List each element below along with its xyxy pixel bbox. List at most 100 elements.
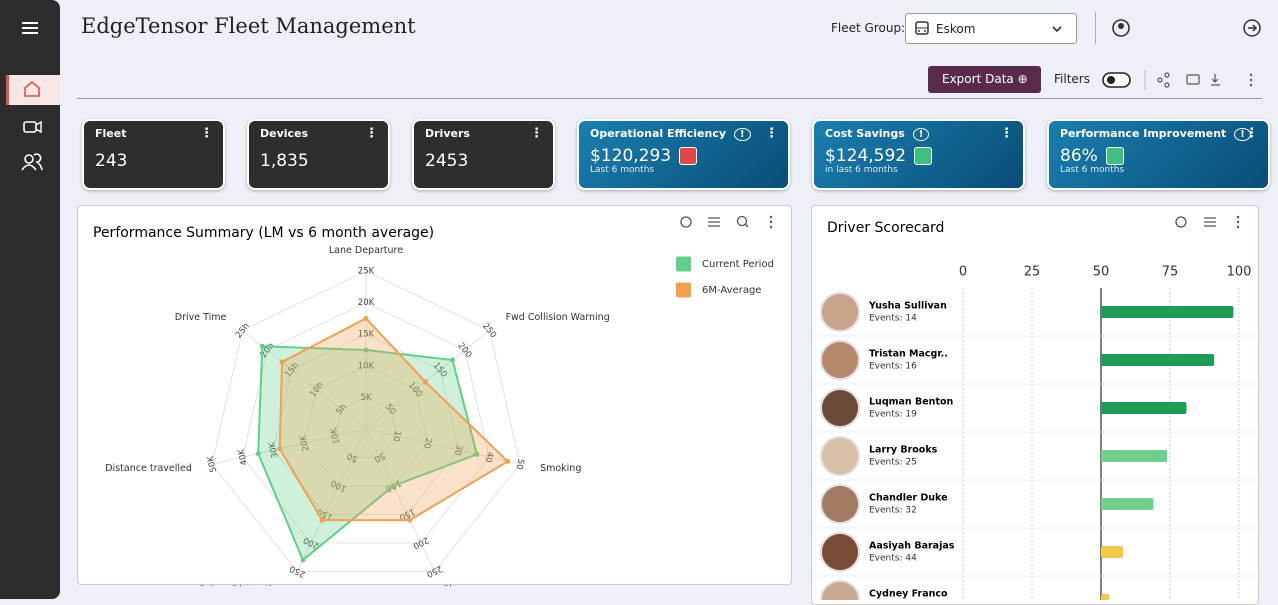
driver-name: Chandler Duke bbox=[869, 493, 948, 504]
radar-point bbox=[449, 357, 455, 363]
kpi-title: Cost Savings! bbox=[825, 127, 1012, 141]
legend-swatch bbox=[676, 256, 691, 272]
kpi-value-row: 243 bbox=[95, 151, 212, 171]
bar bbox=[1101, 546, 1124, 558]
radar-point bbox=[300, 557, 306, 563]
kpi-value-row: 2453 bbox=[425, 151, 542, 171]
chart-title: Driver Scorecard bbox=[827, 220, 944, 236]
nav-devices[interactable] bbox=[23, 121, 37, 133]
bar bbox=[1101, 306, 1234, 318]
axis-tick-label: 250 bbox=[288, 563, 307, 579]
kpi-title-text: Cost Savings bbox=[825, 127, 905, 140]
kpi-menu[interactable]: ⋮ bbox=[530, 126, 543, 141]
fleet-group-value: Eskom bbox=[936, 22, 976, 36]
toolbar bbox=[1102, 70, 1253, 90]
axis-tick-label: 50 bbox=[513, 458, 525, 471]
kpi-card: Cost Savings! ⋮ $124,592 in last 6 months bbox=[812, 119, 1025, 190]
radar-chart: Performance Summary (LM vs 6 month avera… bbox=[93, 215, 774, 595]
axis-tick-label: 50 bbox=[345, 450, 359, 464]
axis-tick-label: 10 bbox=[390, 430, 402, 443]
filters-label: Filters bbox=[1054, 72, 1090, 86]
kpi-menu[interactable]: ⋮ bbox=[365, 126, 378, 141]
kpi-title: Fleet bbox=[95, 127, 212, 140]
scorecard-panel: Driver Scorecard 0 25 50 75 100 Yusha Sulliva… bbox=[811, 205, 1260, 605]
legend-label: Current Period bbox=[702, 259, 774, 270]
driver-avatar bbox=[820, 436, 860, 476]
list-icon[interactable] bbox=[708, 217, 720, 227]
zoom-icon[interactable] bbox=[736, 215, 748, 227]
axis-name: Fwd Collision Warning bbox=[506, 312, 610, 323]
kpi-title-text: Performance Improvement bbox=[1060, 127, 1227, 140]
driver-avatar bbox=[820, 580, 860, 605]
axis-name: Distance travelled bbox=[105, 463, 192, 474]
kpi-title: Drivers bbox=[425, 127, 542, 140]
grid-ring bbox=[303, 365, 429, 487]
radar-point bbox=[279, 359, 285, 365]
driver-name: Tristan Macgr.. bbox=[869, 349, 948, 360]
axis-tick-label: 40K bbox=[236, 447, 249, 466]
trend-badge bbox=[914, 147, 933, 165]
radar-point bbox=[363, 347, 369, 353]
fleet-group-label: Fleet Group: bbox=[831, 21, 906, 35]
radar-point bbox=[390, 483, 396, 489]
axis-tick-label: 15K bbox=[358, 330, 375, 340]
driver-events: Events: 19 bbox=[869, 410, 917, 420]
radar-axis bbox=[365, 330, 490, 430]
logout-icon[interactable] bbox=[1242, 18, 1262, 38]
axis-tick-label: 25K bbox=[358, 267, 375, 277]
axis-tick-label: 20K bbox=[358, 298, 375, 308]
chart-icon[interactable] bbox=[680, 216, 692, 228]
radar-point bbox=[474, 451, 480, 457]
sidebar bbox=[0, 0, 60, 599]
divider bbox=[1095, 12, 1096, 44]
kpi-menu[interactable]: ⋮ bbox=[765, 126, 778, 141]
grid-ring bbox=[211, 270, 521, 572]
kpi-sub: Last 6 months bbox=[590, 165, 655, 175]
kpi-value-row: 86% bbox=[1060, 146, 1257, 166]
nav-drivers[interactable] bbox=[24, 154, 34, 164]
kpi-sub: in last 6 months bbox=[825, 165, 898, 175]
axis-name: Drive Time bbox=[175, 312, 227, 323]
trend-badge bbox=[679, 147, 698, 165]
driver-avatar bbox=[820, 292, 860, 332]
driver-name: Larry Brooks bbox=[869, 445, 938, 456]
driver-events: Events: 25 bbox=[869, 458, 917, 468]
kpi-menu[interactable]: ⋮ bbox=[1000, 126, 1013, 141]
axis-tick-label: 250 bbox=[480, 321, 498, 340]
driver-avatar bbox=[820, 340, 860, 380]
radar-point bbox=[407, 517, 413, 523]
chart-title: Performance Summary (LM vs 6 month avera… bbox=[93, 225, 434, 241]
axis-tick-label: 20K bbox=[298, 433, 311, 452]
kpi-menu[interactable]: ⋮ bbox=[1245, 126, 1258, 141]
axis-name: Smoking bbox=[540, 463, 581, 474]
kpi-menu[interactable]: ⋮ bbox=[200, 126, 213, 141]
kpi-value-row: 1,835 bbox=[260, 151, 377, 171]
driver-events: Events: 32 bbox=[869, 506, 917, 516]
legend-label: 6M-Average bbox=[702, 285, 761, 296]
axis-name: Phone bbox=[443, 584, 473, 586]
kpi-value: $124,592 bbox=[825, 146, 907, 166]
radar-area bbox=[278, 317, 510, 522]
axis-name: Driver Distractions bbox=[200, 584, 289, 586]
chart-icon[interactable] bbox=[1175, 216, 1187, 228]
export-button[interactable]: Export Data ⊕ bbox=[928, 66, 1041, 93]
kpi-title: Performance Improvement! bbox=[1060, 127, 1257, 141]
kpi-card: Drivers ⋮ 2453 bbox=[412, 119, 555, 190]
axis-tick-label: 10K bbox=[329, 426, 342, 445]
bar bbox=[1101, 498, 1154, 510]
nav-home[interactable] bbox=[6, 75, 60, 105]
x-tick-label: 25 bbox=[1024, 265, 1041, 280]
kpi-value: $120,293 bbox=[590, 146, 672, 166]
axis-tick-label: 200 bbox=[455, 341, 473, 360]
radar-axis bbox=[296, 428, 367, 572]
kpi-card: Devices ⋮ 1,835 bbox=[247, 119, 390, 190]
driver-name: Aasiyah Barajas bbox=[869, 541, 955, 552]
axis-tick-label: 200 bbox=[411, 534, 430, 550]
user-icon[interactable] bbox=[1111, 18, 1131, 38]
axis-tick-label: 50K bbox=[206, 455, 219, 474]
list-icon[interactable] bbox=[1204, 217, 1216, 227]
driver-name: Yusha Sullivan bbox=[868, 301, 947, 312]
driver-name: Cydney Franco bbox=[869, 589, 948, 600]
radar-point bbox=[422, 379, 428, 385]
fleet-group-select[interactable]: Eskom bbox=[905, 13, 1077, 44]
